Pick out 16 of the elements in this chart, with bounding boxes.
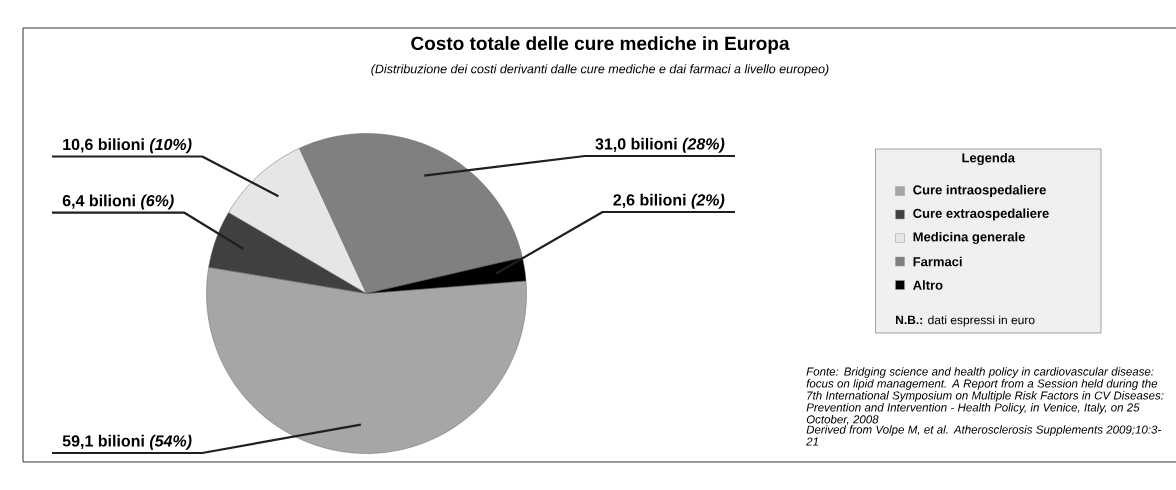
chart-title: Costo totale delle cure mediche in Europa	[411, 36, 790, 54]
data-label: 6,4 bilioni (6%)	[62, 194, 174, 210]
legend-label: Farmaci	[913, 256, 962, 267]
data-label: 31,0 bilioni (28%)	[595, 137, 725, 153]
source-note: Fonte: Bridging science and health policy in cardiovascular disease: focus on lipid management. A Report from a Session held during the 7th International Symposium on Multiple Risk Factors in CV Diseases: Prevention and Intervention - Health Policy, in Venice, Italy, on 25 October, 2008	[806, 367, 1164, 425]
legend-label: Altro	[913, 280, 943, 290]
legend-label: Cure intraospedaliere	[913, 184, 1046, 198]
chart-subtitle: (Distribuzione dei costi derivanti dalle cure mediche e dai farmaci a livello europeo)	[371, 64, 829, 76]
data-label: 10,6 bilioni (10%)	[63, 138, 192, 154]
data-label: 2,6 bilioni (2%)	[613, 193, 725, 209]
legend-label: Medicina generale	[913, 231, 1025, 245]
data-label: 59,1 bilioni (54%)	[62, 434, 192, 450]
legend-title: Legenda	[962, 152, 1016, 166]
text: N.B.: dati espressi in euro	[896, 315, 1035, 327]
text: Derived from Volpe M, et al. Atherosclerosis Supplements 2009;10:3-21	[806, 425, 1161, 446]
legend-label: Cure extraospedaliere	[913, 208, 1049, 221]
